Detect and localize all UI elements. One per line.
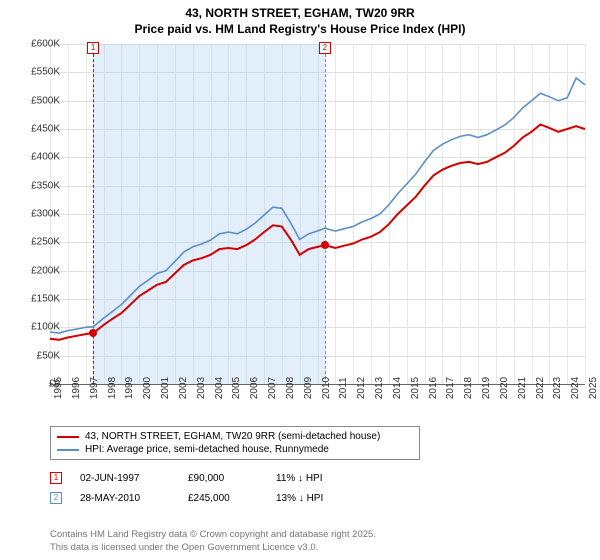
x-tick-label: 1997 — [89, 377, 100, 399]
y-tick-label: £50K — [37, 350, 60, 361]
y-tick-label: £450K — [31, 124, 60, 135]
x-tick-label: 2018 — [463, 377, 474, 399]
legend-label: HPI: Average price, semi-detached house,… — [85, 444, 329, 455]
sales-table: 1 02-JUN-1997 £90,000 11% ↓ HPI 2 28-MAY-2010… — [50, 468, 323, 508]
sale-index-box: 1 — [50, 472, 62, 484]
x-tick-label: 2003 — [196, 377, 207, 399]
x-tick-label: 2002 — [178, 377, 189, 399]
x-tick-label: 2004 — [214, 377, 225, 399]
x-tick-label: 2001 — [160, 377, 171, 399]
x-tick-label: 2024 — [570, 377, 581, 399]
legend: 43, NORTH STREET, EGHAM, TW20 9RR (semi-… — [50, 426, 420, 460]
x-tick-label: 2023 — [552, 377, 563, 399]
sale-delta: 13% ↓ HPI — [276, 493, 323, 504]
x-tick-label: 2016 — [428, 377, 439, 399]
y-tick-label: £400K — [31, 152, 60, 163]
legend-item: 43, NORTH STREET, EGHAM, TW20 9RR (semi-… — [57, 430, 413, 443]
x-tick-label: 2012 — [356, 377, 367, 399]
x-tick-label: 2007 — [267, 377, 278, 399]
x-tick-label: 2011 — [338, 377, 349, 399]
y-tick-label: £550K — [31, 67, 60, 78]
sale-row: 1 02-JUN-1997 £90,000 11% ↓ HPI — [50, 468, 323, 488]
sale-date: 28-MAY-2010 — [80, 493, 170, 504]
series-line — [50, 125, 585, 340]
x-tick-label: 2000 — [142, 377, 153, 399]
footer-line-1: Contains HM Land Registry data © Crown c… — [50, 529, 376, 541]
legend-swatch — [57, 436, 79, 438]
footer-line-2: This data is licensed under the Open Gov… — [50, 542, 376, 554]
footer-attribution: Contains HM Land Registry data © Crown c… — [50, 529, 376, 554]
x-tick-label: 2010 — [321, 377, 332, 399]
y-tick-label: £100K — [31, 322, 60, 333]
x-tick-label: 2021 — [517, 377, 528, 399]
x-tick-label: 2014 — [392, 377, 403, 399]
x-tick-label: 2009 — [303, 377, 314, 399]
x-tick-label: 2019 — [481, 377, 492, 399]
y-tick-label: £500K — [31, 95, 60, 106]
x-tick-label: 2022 — [535, 377, 546, 399]
legend-item: HPI: Average price, semi-detached house,… — [57, 443, 413, 456]
x-tick-label: 1998 — [107, 377, 118, 399]
y-tick-label: £200K — [31, 265, 60, 276]
y-tick-label: £250K — [31, 237, 60, 248]
sale-price: £90,000 — [188, 473, 258, 484]
series-line — [50, 78, 585, 333]
legend-label: 43, NORTH STREET, EGHAM, TW20 9RR (semi-… — [85, 431, 380, 442]
chart-plot-area: 12 — [50, 44, 585, 384]
x-tick-label: 2015 — [410, 377, 421, 399]
sale-date: 02-JUN-1997 — [80, 473, 170, 484]
sale-row: 2 28-MAY-2010 £245,000 13% ↓ HPI — [50, 488, 323, 508]
x-tick-label: 2020 — [499, 377, 510, 399]
x-tick-label: 1999 — [124, 377, 135, 399]
x-tick-label: 2008 — [285, 377, 296, 399]
title-line-1: 43, NORTH STREET, EGHAM, TW20 9RR — [0, 6, 600, 22]
y-tick-label: £300K — [31, 209, 60, 220]
x-tick-label: 2017 — [445, 377, 456, 399]
legend-swatch — [57, 449, 79, 451]
x-tick-label: 1996 — [71, 377, 82, 399]
x-tick-label: 2006 — [249, 377, 260, 399]
sale-index-box: 2 — [50, 492, 62, 504]
x-tick-label: 2013 — [374, 377, 385, 399]
y-tick-label: £150K — [31, 294, 60, 305]
y-tick-label: £350K — [31, 180, 60, 191]
y-tick-label: £600K — [31, 39, 60, 50]
x-tick-label: 2005 — [231, 377, 242, 399]
x-tick-label: 2025 — [588, 377, 599, 399]
title-line-2: Price paid vs. HM Land Registry's House … — [0, 22, 600, 38]
sale-delta: 11% ↓ HPI — [276, 473, 323, 484]
sale-price: £245,000 — [188, 493, 258, 504]
x-tick-label: 1995 — [53, 377, 64, 399]
grid-line — [585, 44, 586, 384]
chart-title: 43, NORTH STREET, EGHAM, TW20 9RR Price … — [0, 0, 600, 37]
